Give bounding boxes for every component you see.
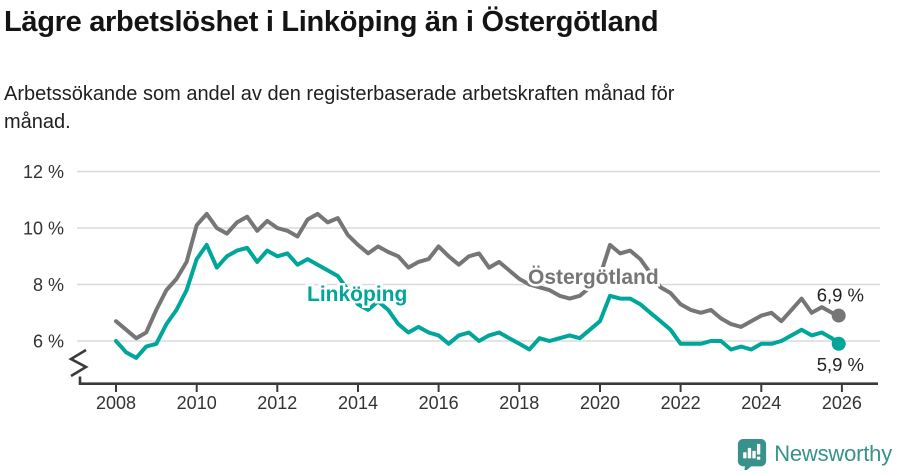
chart-title: Lägre arbetslöshet i Linköping än i Öste… xyxy=(4,6,659,38)
series-label-1: Linköping xyxy=(307,283,407,306)
x-tick-label: 2008 xyxy=(96,393,136,413)
series-label-0: Östergötland xyxy=(528,266,659,289)
series-end-dot-0 xyxy=(831,308,846,323)
end-value-label-0: 6,9 % xyxy=(817,285,864,306)
x-tick-label: 2018 xyxy=(499,393,539,413)
x-tick-label: 2026 xyxy=(822,393,862,413)
series-end-dot-1 xyxy=(831,336,846,351)
brand-name: Newsworthy xyxy=(774,441,892,466)
speech-bubble-shape xyxy=(738,439,767,470)
y-tick-label: 8 % xyxy=(33,275,64,295)
bar-2 xyxy=(747,447,752,459)
end-value-label-1: 5,9 % xyxy=(817,354,864,375)
exclamation-line xyxy=(757,443,761,455)
x-tick-label: 2016 xyxy=(419,393,459,413)
y-tick-label: 12 % xyxy=(23,162,64,182)
series-line-1 xyxy=(114,242,841,360)
newsworthy-bubble-chart-icon xyxy=(738,439,767,470)
x-tick-label: 2022 xyxy=(661,393,701,413)
brand-footer: Newsworthy xyxy=(737,437,892,471)
series-line-0 xyxy=(114,211,841,341)
y-tick-label: 6 % xyxy=(33,332,64,352)
x-tick-label: 2010 xyxy=(177,393,217,413)
x-tick-label: 2024 xyxy=(741,393,781,413)
bar-3 xyxy=(752,450,756,459)
chart-subtitle: Arbetssökande som andel av den registerb… xyxy=(4,83,675,134)
x-tick-label: 2012 xyxy=(257,393,297,413)
axis-break-icon xyxy=(68,348,89,378)
x-axis-line xyxy=(78,376,878,385)
x-tick-label: 2020 xyxy=(580,393,620,413)
y-tick-label: 10 % xyxy=(23,219,64,239)
exclamation-dot xyxy=(757,456,761,460)
x-tick-label: 2014 xyxy=(338,393,378,413)
bar-1 xyxy=(743,452,747,459)
